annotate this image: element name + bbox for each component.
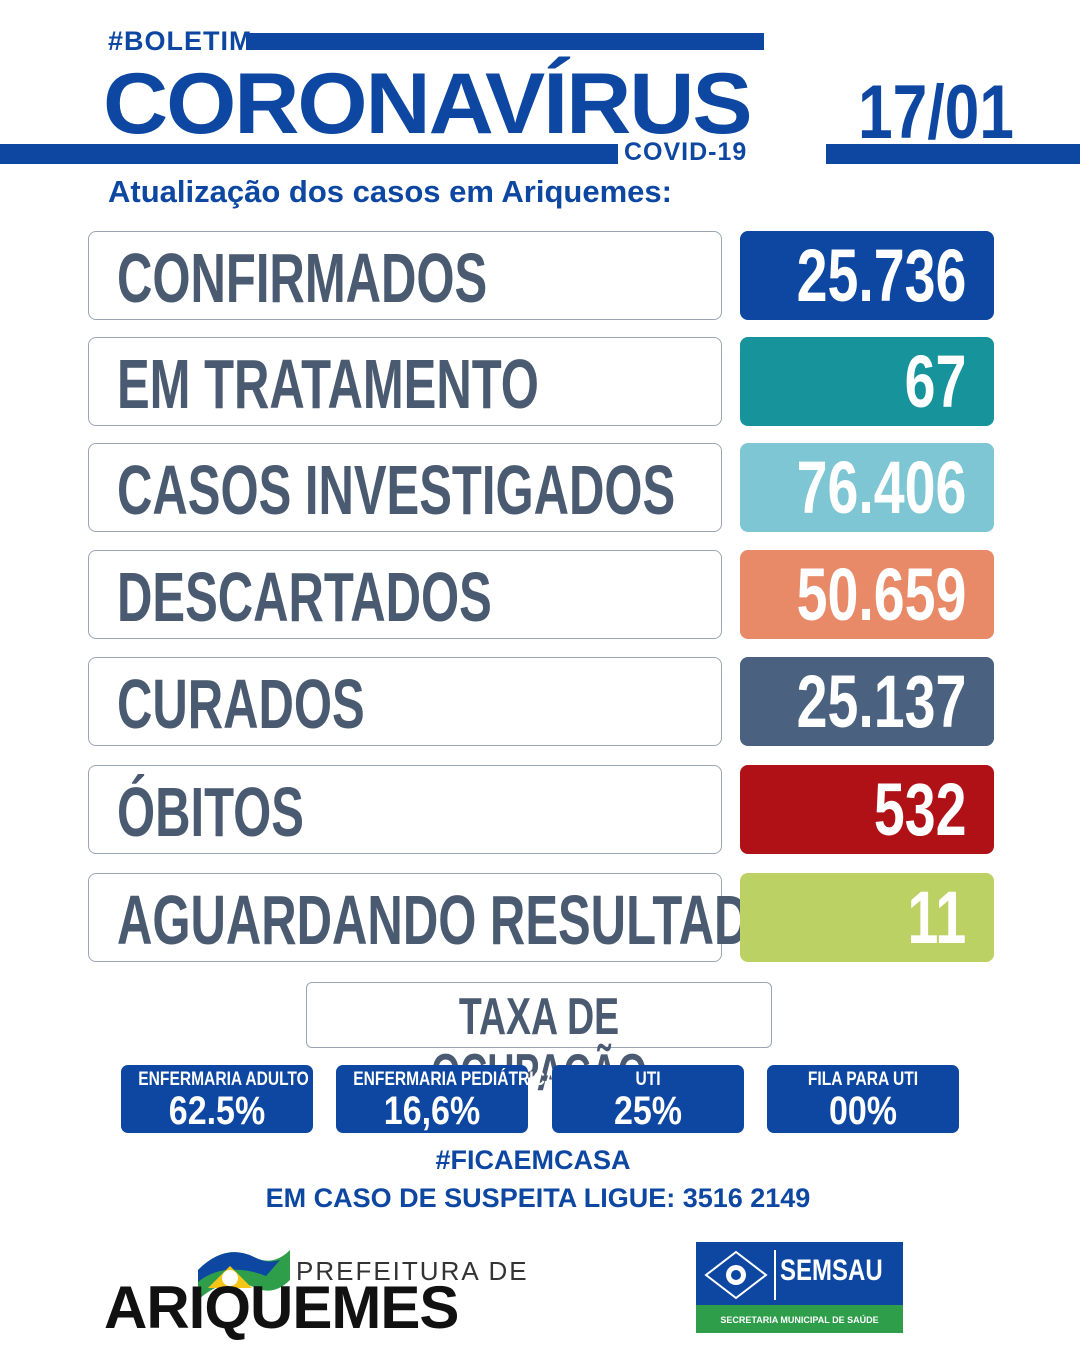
- stat-value-box-descartados: 50.659: [740, 550, 994, 639]
- report-date: 17/01: [858, 70, 1014, 155]
- stat-value: 50.659: [796, 553, 966, 636]
- occupancy-value: 00%: [828, 1089, 898, 1133]
- stat-label: CASOS INVESTIGADOS: [117, 451, 676, 529]
- stat-label-box-curados: CURADOS: [88, 657, 722, 746]
- stat-label-box-em-tratamento: EM TRATAMENTO: [88, 337, 722, 426]
- occupancy-value: 25%: [613, 1089, 683, 1133]
- stat-value-box-em-tratamento: 67: [740, 337, 994, 426]
- semsau-emblem-icon: [704, 1250, 768, 1300]
- stat-value-box-aguardando-resultado: 11: [740, 873, 994, 962]
- stat-value: 532: [873, 768, 966, 851]
- stat-label: DESCARTADOS: [117, 558, 492, 636]
- stat-label: EM TRATAMENTO: [117, 345, 539, 423]
- header-right-bar: [826, 144, 1080, 164]
- occupancy-card-enfermaria-adulto: ENFERMARIA ADULTO 62.5%: [121, 1065, 313, 1133]
- stat-label-box-confirmados: CONFIRMADOS: [88, 231, 722, 320]
- stat-value: 67: [904, 340, 966, 423]
- semsau-subtitle: SECRETARIA MUNICIPAL DE SAÚDE: [720, 1315, 879, 1325]
- page-title: CORONAVÍRUS: [103, 56, 753, 152]
- occupancy-card-fila-para-uti: FILA PARA UTI 00%: [767, 1065, 959, 1133]
- ficaemcasa-hashtag: #FICAEMCASA: [435, 1145, 631, 1175]
- stat-label-box-aguardando-resultado: AGUARDANDO RESULTADO: [88, 873, 788, 962]
- stat-value-box-obitos: 532: [740, 765, 994, 854]
- boletim-hashtag: #BOLETIM: [108, 26, 253, 56]
- occupancy-card-enfermaria-pediatrica: ENFERMARIA PEDIÁTRICA 16,6%: [336, 1065, 557, 1133]
- header-top-bar: [246, 33, 764, 50]
- occupancy-value: 16,6%: [383, 1089, 481, 1133]
- stat-value-box-confirmados: 25.736: [740, 231, 994, 320]
- occupancy-label: UTI: [635, 1069, 661, 1090]
- stat-label: ÓBITOS: [117, 773, 304, 851]
- occupancy-label: ENFERMARIA ADULTO: [138, 1069, 309, 1090]
- semsau-divider: [774, 1250, 776, 1300]
- occupancy-label: FILA PARA UTI: [807, 1069, 919, 1090]
- occupancy-title-box: TAXA DE OCUPAÇÃO: [306, 982, 772, 1101]
- occupancy-label: ENFERMARIA PEDIÁTRICA: [353, 1069, 557, 1090]
- prefeitura-de-label: PREFEITURA DE: [296, 1256, 529, 1286]
- stat-label: CONFIRMADOS: [117, 239, 488, 317]
- ariquemes-flag-icon: [198, 1250, 290, 1300]
- semsau-green-band: [696, 1305, 903, 1333]
- stat-value-box-casos-investigados: 76.406: [740, 443, 994, 532]
- stat-value: 25.736: [796, 234, 966, 317]
- ariquemes-logo-text: ARIQUEMES: [104, 1274, 459, 1341]
- semsau-name: SEMSAU: [780, 1254, 883, 1287]
- stat-value: 11: [907, 876, 966, 959]
- covid-label: COVID-19: [624, 138, 748, 166]
- stat-label-box-casos-investigados: CASOS INVESTIGADOS: [88, 443, 722, 532]
- occupancy-card-uti: UTI 25%: [552, 1065, 744, 1133]
- contact-line: EM CASO DE SUSPEITA LIGUE: 3516 2149: [265, 1183, 811, 1213]
- stat-value-box-curados: 25.137: [740, 657, 994, 746]
- stat-label: CURADOS: [117, 665, 365, 743]
- stat-label-box-obitos: ÓBITOS: [88, 765, 722, 854]
- occupancy-value: 62.5%: [168, 1089, 266, 1133]
- stat-value: 25.137: [796, 660, 966, 743]
- stat-value: 76.406: [796, 446, 966, 529]
- page-subtitle: Atualização dos casos em Ariquemes:: [108, 174, 672, 209]
- header-left-bar: [0, 144, 618, 164]
- stat-label: AGUARDANDO RESULTADO: [117, 881, 788, 959]
- stat-label-box-descartados: DESCARTADOS: [88, 550, 722, 639]
- semsau-logo: SEMSAU SECRETARIA MUNICIPAL DE SAÚDE: [696, 1242, 903, 1333]
